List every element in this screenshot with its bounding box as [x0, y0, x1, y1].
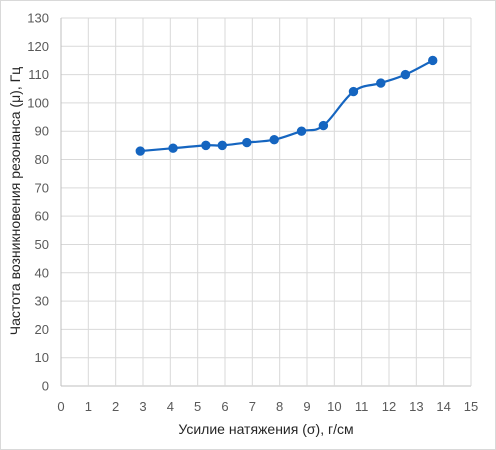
data-point [269, 135, 279, 145]
x-tick-label: 11 [355, 399, 369, 414]
x-tick-label: 13 [409, 399, 423, 414]
x-tick-label: 6 [221, 399, 228, 414]
data-point [168, 143, 178, 153]
y-tick-label: 0 [42, 379, 49, 394]
data-point [296, 126, 307, 136]
y-tick-labels: 0 10 20 30 40 50 60 70 80 90 100 110 120 130 [27, 11, 49, 394]
x-tick-label: 8 [276, 399, 283, 414]
data-point [242, 137, 252, 148]
x-axis-title: Усилие натяжения (σ), г/см [178, 421, 353, 437]
y-tick-label: 40 [35, 265, 49, 280]
data-point [135, 146, 145, 156]
y-tick-label: 80 [35, 152, 49, 167]
y-tick-label: 100 [27, 95, 49, 110]
x-tick-label: 1 [85, 399, 92, 414]
data-point [376, 78, 386, 88]
y-axis-title: Частота возникновения резонанса (μ), Гц [7, 67, 23, 335]
y-tick-label: 120 [27, 39, 49, 54]
y-tick-label: 20 [35, 322, 49, 337]
x-tick-label: 12 [382, 399, 396, 414]
data-point [217, 140, 227, 151]
x-tick-label: 3 [139, 399, 146, 414]
x-tick-label: 5 [194, 399, 201, 414]
x-tick-label: 4 [167, 399, 174, 414]
data-point [318, 120, 329, 131]
y-tick-label: 10 [35, 350, 49, 365]
gridlines [60, 17, 472, 387]
y-tick-label: 90 [35, 124, 49, 139]
x-tick-label: 10 [327, 399, 341, 414]
data-point [428, 55, 438, 66]
x-tick-label: 15 [464, 399, 478, 414]
y-tick-label: 70 [35, 180, 49, 195]
x-tick-label: 9 [303, 399, 310, 414]
y-tick-label: 30 [35, 294, 49, 309]
y-tick-label: 50 [35, 237, 49, 252]
x-tick-label: 2 [112, 399, 119, 414]
x-tick-label: 0 [57, 399, 64, 414]
y-tick-label: 110 [28, 67, 49, 82]
x-tick-label: 7 [249, 399, 256, 414]
data-point [201, 140, 211, 151]
y-tick-label: 60 [35, 209, 49, 224]
data-point [348, 86, 359, 97]
data-point [400, 69, 411, 80]
x-tick-labels: 0 1 2 3 4 5 6 7 8 9 10 11 12 13 14 15 [57, 399, 478, 414]
x-tick-label: 14 [436, 399, 450, 414]
y-tick-label: 130 [27, 11, 49, 26]
series-group [135, 55, 438, 156]
